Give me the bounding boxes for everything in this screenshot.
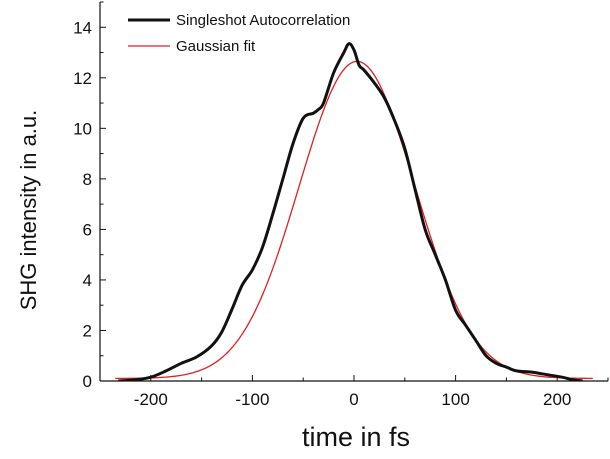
- y-tick-label: 12: [73, 69, 92, 88]
- legend: Singleshot Autocorrelation Gaussian fit: [128, 12, 350, 55]
- y-axis-ticks: 0 2 4 6 8 10 12 14: [73, 1, 106, 391]
- x-tick-label: -100: [235, 390, 269, 409]
- y-axis-label: SHG intensity in a.u.: [16, 110, 41, 311]
- series-layer: [115, 42, 593, 381]
- x-tick-label: 100: [441, 390, 469, 409]
- y-tick-label: 4: [83, 271, 92, 290]
- y-tick-label: 14: [73, 18, 92, 37]
- y-tick-label: 10: [73, 119, 92, 138]
- x-tick-label: -200: [134, 390, 168, 409]
- plot-frame: [99, 2, 608, 382]
- y-tick-label: 2: [83, 321, 92, 340]
- legend-label: Gaussian fit: [176, 38, 256, 55]
- x-axis-ticks: -200 -100 0 100 200: [99, 375, 609, 409]
- x-axis-label: time in fs: [302, 422, 410, 452]
- x-tick-label: 200: [543, 390, 571, 409]
- y-tick-label: 0: [83, 372, 92, 391]
- series-singleshot-autocorrelation: [118, 42, 583, 381]
- x-tick-label: 0: [349, 390, 358, 409]
- legend-label: Singleshot Autocorrelation: [176, 12, 350, 29]
- y-tick-label: 8: [83, 170, 92, 189]
- series-gaussian-fit: [115, 60, 593, 380]
- y-tick-label: 6: [83, 220, 92, 239]
